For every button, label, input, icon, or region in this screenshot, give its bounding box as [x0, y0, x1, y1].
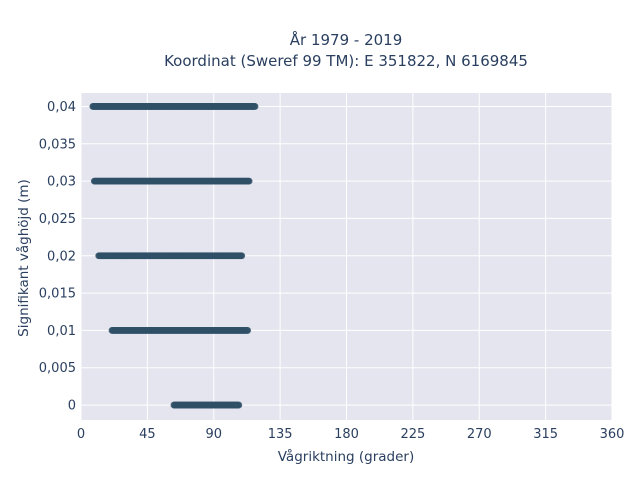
y-tick-label: 0,01	[47, 324, 76, 339]
data-points	[89, 103, 259, 409]
y-tick-label: 0,04	[47, 100, 76, 115]
data-point	[235, 401, 243, 409]
x-tick-label: 315	[533, 427, 558, 442]
y-tick-label: 0,005	[39, 361, 76, 376]
x-tick-label: 135	[268, 427, 293, 442]
y-tick-label: 0,015	[39, 287, 76, 302]
x-tick-label: 270	[467, 427, 492, 442]
grid-lines	[80, 93, 613, 420]
data-point	[244, 327, 252, 334]
y-tick-label: 0,025	[39, 212, 76, 227]
data-point	[238, 252, 246, 260]
y-axis-label: Signifikant våghöjd (m)	[15, 179, 32, 337]
y-tick-label: 0,02	[47, 249, 76, 264]
data-point	[251, 103, 259, 110]
y-tick-label: 0,03	[47, 175, 76, 190]
x-tick-label: 0	[77, 427, 85, 442]
x-tick-label: 90	[205, 427, 222, 442]
x-tick-label: 45	[139, 427, 156, 442]
chart-title-line1: År 1979 - 2019	[290, 30, 403, 49]
chart-title-line2: Koordinat (Sweref 99 TM): E 351822, N 61…	[164, 52, 528, 70]
y-tick-labels: 0 0,005 0,01 0,015 0,02 0,025 0,03 0,035 0,04	[39, 100, 76, 414]
data-point	[245, 177, 253, 185]
y-tick-label: 0	[68, 399, 76, 414]
x-tick-label: 360	[600, 427, 625, 442]
x-axis-label: Vågriktning (grader)	[278, 448, 415, 465]
x-tick-label: 225	[400, 427, 425, 442]
x-tick-labels: 0 45 90 135 180 225 270 315 360	[77, 427, 625, 442]
x-tick-label: 180	[334, 427, 359, 442]
y-tick-label: 0,035	[39, 137, 76, 152]
